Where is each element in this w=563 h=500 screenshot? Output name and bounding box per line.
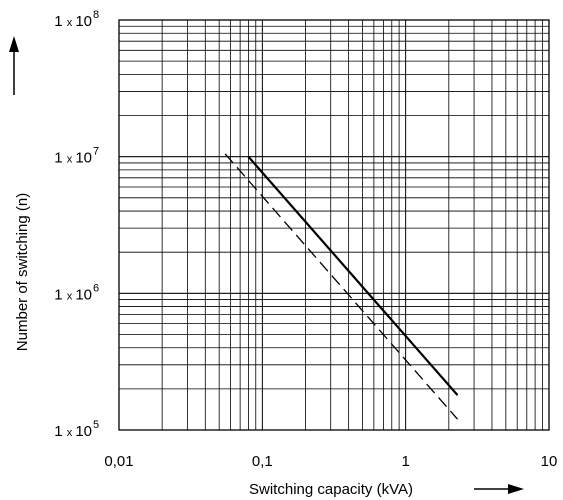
- series-line-1: [247, 155, 459, 396]
- series-line-2: [224, 153, 458, 420]
- y-axis-label: Number of switching (n): [14, 193, 31, 351]
- x-tick-label: 0,01: [104, 453, 133, 470]
- y-tick-exponent: 5: [93, 419, 99, 431]
- x-tick-label: 1: [401, 453, 409, 470]
- x-tick-label: 0,1: [252, 453, 273, 470]
- y-tick-exponent: 8: [93, 9, 99, 21]
- x-axis-label: Switching capacity (kVA): [249, 481, 413, 498]
- x-tick-label: 10: [541, 453, 558, 470]
- grid: [118, 19, 550, 431]
- y-tick-label: 1 x 10: [54, 423, 92, 440]
- y-tick-labels: 1 x 10 51 x 10 61 x 10 71 x 10 8: [54, 9, 99, 440]
- y-tick-label: 1 x 10: [54, 150, 92, 167]
- y-tick-label: 1 x 10: [54, 13, 92, 30]
- y-tick-label: 1 x 10: [54, 286, 92, 303]
- plot-frame: [118, 19, 550, 431]
- x-axis-arrow-icon: [474, 484, 524, 494]
- y-tick-exponent: 6: [93, 282, 99, 294]
- y-axis-arrow-icon: [9, 36, 19, 95]
- y-tick-exponent: 7: [93, 146, 99, 158]
- x-tick-labels: 0,01 0,1 1 10: [104, 453, 557, 470]
- series-group: [224, 153, 459, 420]
